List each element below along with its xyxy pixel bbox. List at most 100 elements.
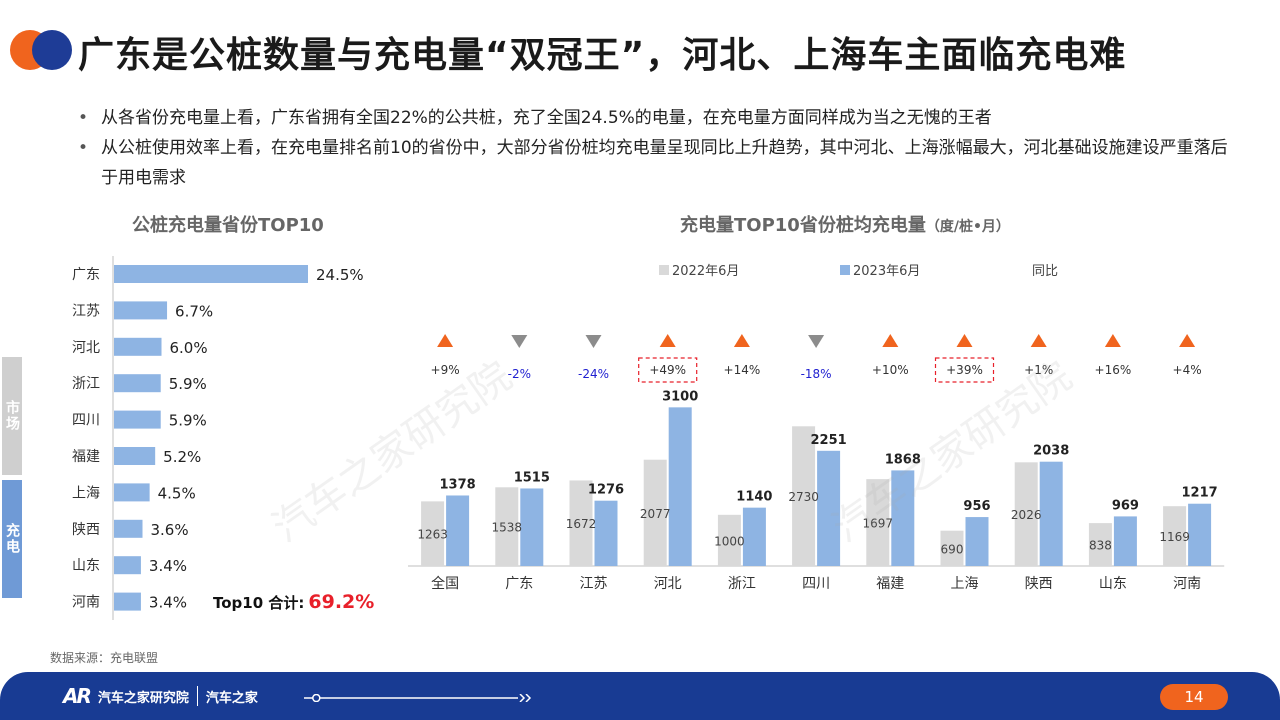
data-label: 3.4% (149, 594, 187, 612)
legend-label: 同比 (1032, 264, 1058, 279)
data-label-2023: 1515 (514, 470, 550, 485)
category-label: 山东 (1099, 576, 1127, 592)
yoy-label: +1% (1024, 363, 1053, 377)
category-label: 四川 (802, 576, 830, 592)
bar-2023 (1188, 503, 1212, 566)
bullet-item: 从公桩使用效率上看，在充电量排名前10的省份中，大部分省份桩均充电量呈现同比上升… (76, 133, 1236, 193)
data-label: 3.6% (151, 521, 189, 539)
footer-logo: AR 汽车之家研究院 汽车之家 (63, 684, 258, 708)
bar (114, 374, 161, 393)
data-label: 5.2% (163, 448, 201, 466)
data-label-2022: 1263 (417, 528, 448, 542)
data-label: 6.0% (170, 339, 208, 357)
yoy-label: +49% (649, 363, 686, 377)
down-triangle-icon (585, 335, 602, 348)
data-label-2023: 1276 (588, 483, 624, 498)
up-triangle-icon (1104, 334, 1121, 347)
category-label: 江苏 (72, 303, 100, 319)
data-label: 5.9% (169, 412, 207, 430)
yoy-label: +39% (946, 363, 983, 377)
top10-total-label: Top10 合计: (213, 594, 305, 612)
bar (114, 265, 308, 283)
data-label-2022: 1169 (1159, 530, 1190, 544)
data-label-2022: 1672 (566, 517, 597, 531)
bar-2022 (569, 480, 593, 566)
yoy-label: +16% (1095, 363, 1132, 377)
bar (114, 556, 141, 575)
category-label: 全国 (431, 575, 459, 592)
bar-2022 (643, 459, 667, 566)
bar (114, 301, 168, 320)
right-chart-unit: （度/桩•月） (925, 219, 1010, 235)
bar (114, 592, 141, 611)
data-label-2023: 969 (1112, 498, 1139, 513)
bar-2022 (495, 487, 519, 566)
org-name: 汽车之家研究院 (97, 690, 189, 706)
bar-2022 (1014, 462, 1038, 566)
yoy-label: -18% (801, 367, 832, 381)
up-triangle-icon (1179, 334, 1196, 347)
side-tab-market: 市场 (2, 357, 22, 475)
data-label-2023: 2038 (1033, 444, 1069, 459)
category-label: 江苏 (580, 576, 608, 592)
up-triangle-icon (659, 334, 676, 347)
up-triangle-icon (882, 334, 899, 347)
logo-divider (196, 686, 198, 706)
page-number: 14 (1160, 684, 1228, 710)
up-triangle-icon (733, 334, 750, 347)
data-label: 3.4% (149, 557, 187, 575)
bar (114, 519, 143, 538)
data-label-2022: 2730 (788, 490, 819, 504)
bar-2022 (421, 501, 445, 566)
data-label-2023: 956 (963, 499, 990, 514)
right-chart-title: 充电量TOP10省份桩均充电量 (680, 215, 926, 236)
blue-dot-icon (32, 30, 72, 70)
data-label-2022: 838 (1089, 539, 1112, 553)
down-triangle-icon (808, 335, 825, 348)
title-decoration (10, 28, 74, 72)
data-label-2023: 1378 (440, 477, 476, 492)
bar (114, 447, 156, 465)
data-label-2022: 1000 (714, 534, 745, 548)
data-label: 6.7% (175, 302, 213, 320)
bar-2023 (1113, 516, 1137, 566)
bar-2022 (1088, 523, 1112, 566)
bar-2023 (965, 517, 989, 566)
up-triangle-icon (437, 334, 454, 347)
data-label-2023: 1140 (736, 490, 772, 505)
category-label: 上海 (72, 485, 100, 501)
bar-2022 (717, 514, 741, 566)
category-label: 福建 (876, 576, 904, 592)
yoy-label: +9% (431, 363, 460, 377)
double-chevron-right-icon (519, 694, 532, 702)
top10-total-value: 69.2% (308, 591, 375, 613)
legend-label: 2022年6月 (672, 264, 739, 279)
legend-swatch (840, 265, 850, 275)
category-label: 浙江 (72, 376, 100, 392)
bullet-list: 从各省份充电量上看，广东省拥有全国22%的公共桩，充了全国24.5%的电量，在充… (76, 103, 1236, 193)
yoy-label: +10% (872, 363, 909, 377)
category-label: 山东 (72, 558, 100, 574)
data-label: 5.9% (169, 375, 207, 393)
category-label: 河南 (72, 595, 100, 611)
bar-2022 (1163, 506, 1187, 566)
bar-2023 (520, 488, 544, 566)
category-label: 浙江 (728, 576, 756, 592)
right-chart-title-wrap: 充电量TOP10省份桩均充电量（度/桩•月） (680, 211, 1010, 237)
data-label: 24.5% (316, 266, 364, 284)
up-triangle-icon (956, 334, 973, 347)
bar-2023 (891, 470, 915, 566)
category-label: 福建 (72, 449, 100, 465)
category-label: 河北 (72, 340, 100, 356)
bar-2022 (940, 530, 964, 566)
progress-dot-icon (312, 694, 321, 702)
category-label: 陕西 (72, 522, 100, 538)
top10-total: Top10 合计: 69.2% (213, 591, 374, 613)
yoy-label: -24% (578, 367, 609, 381)
category-label: 广东 (505, 576, 533, 592)
province-charging-bar-chart: 广东 24.5% 江苏 6.7% 河北 6.0% 浙江 5.9% 四川 5.9% 福建 5.2% 上海 4… (72, 256, 364, 620)
page-title: 广东是公桩数量与充电量“双冠王”，河北、上海车主面临充电难 (78, 35, 1127, 76)
category-label: 广东 (72, 267, 100, 283)
bar-2023 (668, 407, 692, 566)
data-label-2022: 690 (941, 542, 964, 556)
